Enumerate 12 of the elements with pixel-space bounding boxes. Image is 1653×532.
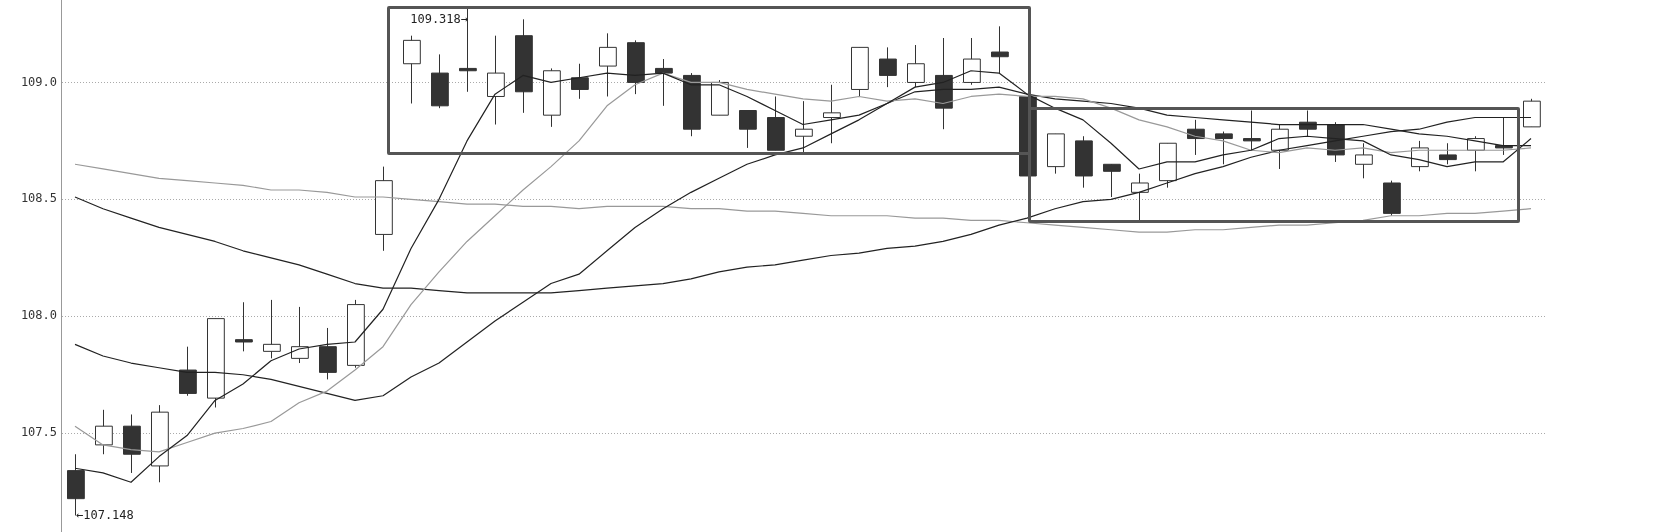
candlestick — [403, 35, 421, 104]
y-tick-label: 109.0 — [20, 74, 57, 89]
candlestick — [571, 63, 589, 100]
y-tick-label: 108.0 — [20, 308, 57, 323]
y-tick-label: 107.5 — [20, 425, 57, 440]
candlestick — [739, 110, 757, 149]
candlestick — [291, 306, 309, 364]
y-tick-label: 108.5 — [20, 191, 57, 206]
candlestick — [823, 84, 841, 144]
candlestick — [907, 44, 925, 88]
candlestick — [1355, 142, 1373, 179]
annotation: ←107.148 — [76, 507, 134, 522]
